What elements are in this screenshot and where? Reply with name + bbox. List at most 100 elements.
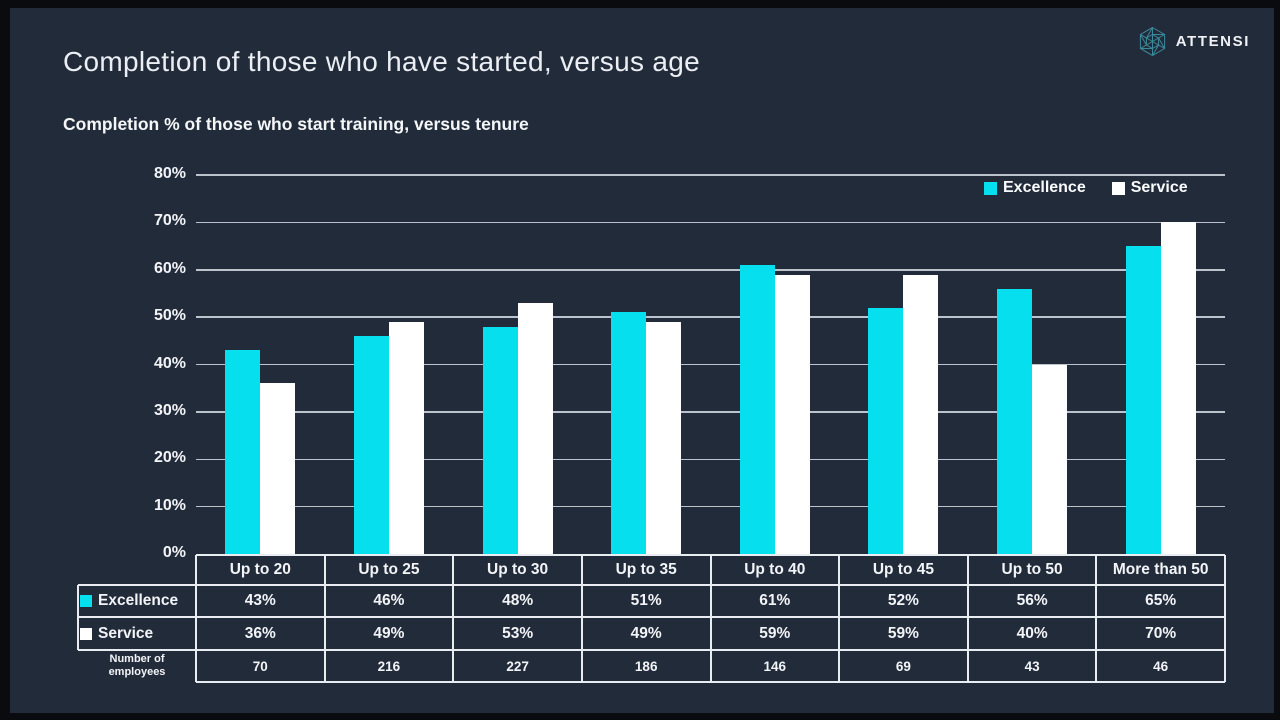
attensi-logo-text: ATTENSI: [1175, 33, 1250, 50]
y-axis-tick-label: 70%: [153, 212, 186, 230]
table-column-border: [1224, 555, 1226, 682]
table-column-header: Up to 45: [872, 561, 934, 578]
excellence-row-label-text: Excellence: [98, 592, 179, 609]
service-legend-label: Service: [1130, 179, 1188, 196]
service-value-cell: 36%: [244, 624, 276, 642]
employees-value-cell: 46: [1153, 658, 1169, 674]
excellence-value-cell: 48%: [502, 592, 534, 609]
y-axis-tick-label: 0%: [162, 544, 186, 561]
service-value-cell: 49%: [630, 624, 662, 642]
service-value-cell: 53%: [502, 624, 534, 642]
y-axis-tick-label: 10%: [153, 496, 186, 514]
y-axis-tick-label: 50%: [153, 307, 186, 325]
chart-legend: Excellence Service: [984, 179, 1188, 197]
page-title: Completion of those who have started, ve…: [63, 46, 700, 77]
service-row-label-text: Service: [98, 624, 154, 642]
chart-title: Completion % of those who start training…: [63, 114, 529, 134]
table-column-border: [195, 555, 197, 682]
excellence-bar-4: [611, 312, 647, 554]
employees-value-cell: 70: [252, 658, 268, 674]
table-row-border: [78, 649, 1225, 651]
excellence-value-cell: 56%: [1016, 592, 1048, 609]
excellence-value-cell: 43%: [244, 592, 276, 609]
slide: Completion of those who have started, ve…: [10, 8, 1274, 713]
table-column-border: [966, 555, 969, 682]
gridline-20: [196, 458, 1225, 460]
excellence-bar-6: [868, 307, 904, 554]
gridline-80: [196, 174, 1225, 176]
gridline-70: [196, 221, 1225, 224]
table-column-border: [1095, 555, 1098, 682]
table-row-border: [78, 616, 1225, 618]
table-column-header: More than 50: [1112, 561, 1209, 578]
attensi-logo: ATTENSI: [1137, 25, 1250, 58]
excellence-row-label: Excellence: [80, 585, 192, 617]
excellence-legend-label: Excellence: [1003, 179, 1086, 196]
table-column-header: Up to 50: [1001, 561, 1063, 578]
gridline-60: [196, 269, 1225, 271]
excellence-bar-1: [225, 350, 261, 554]
excellence-bar-8: [1125, 246, 1161, 554]
table-column-border: [323, 555, 326, 682]
table-column-header: Up to 20: [229, 561, 291, 578]
excellence-row-swatch: [80, 595, 92, 607]
service-row-label: Service: [80, 617, 192, 650]
service-bar-6: [903, 274, 939, 554]
service-value-cell: 49%: [373, 624, 405, 642]
y-axis-tick-label: 40%: [153, 354, 186, 372]
excellence-bar-7: [997, 288, 1033, 554]
employees-row-label: Number of employees: [78, 650, 196, 682]
gridline-30: [196, 411, 1225, 413]
service-value-cell: 40%: [1016, 624, 1048, 642]
service-value-cell: 70%: [1145, 624, 1177, 642]
service-bar-3: [517, 302, 553, 554]
excellence-bar-3: [482, 326, 518, 554]
employees-row-label-text: Number of employees: [108, 652, 166, 678]
service-value-cell: 59%: [759, 624, 791, 642]
table-row-border: [78, 584, 1225, 586]
gridline-10: [196, 505, 1225, 508]
service-value-cell: 59%: [887, 624, 919, 642]
service-row-swatch: [80, 627, 92, 640]
table-label-left-border: [77, 585, 79, 650]
table-column-header: Up to 25: [358, 561, 420, 578]
employees-value-cell: 146: [763, 658, 787, 674]
legend-item-excellence: Excellence: [984, 179, 1086, 197]
table-column-border: [838, 555, 841, 682]
table-column-border: [452, 555, 455, 682]
table-column-header: Up to 35: [615, 561, 677, 578]
service-bar-5: [774, 274, 810, 554]
excellence-value-cell: 52%: [887, 592, 919, 609]
gridline-40: [196, 363, 1225, 366]
y-axis-tick-label: 80%: [153, 165, 186, 182]
employees-value-cell: 216: [377, 658, 401, 674]
x-axis-line: [196, 554, 1225, 556]
employees-value-cell: 43: [1024, 658, 1040, 674]
employees-value-cell: 186: [634, 658, 658, 674]
service-bar-1: [260, 383, 296, 554]
legend-item-service: Service: [1111, 179, 1188, 197]
table-column-border: [709, 555, 712, 682]
excellence-legend-swatch: [984, 181, 997, 195]
excellence-bar-2: [353, 336, 389, 554]
y-axis-tick-label: 20%: [153, 449, 186, 467]
excellence-value-cell: 61%: [759, 592, 791, 609]
table-column-border: [580, 555, 583, 682]
employees-value-cell: 227: [506, 658, 529, 674]
service-bar-4: [646, 321, 682, 554]
service-bar-8: [1160, 222, 1196, 554]
service-legend-swatch: [1111, 181, 1125, 195]
y-axis-tick-label: 30%: [153, 401, 186, 419]
table-row-border: [196, 681, 1225, 683]
excellence-value-cell: 65%: [1145, 592, 1177, 609]
excellence-bar-5: [739, 265, 775, 554]
y-axis-tick-label: 60%: [153, 259, 186, 277]
employees-value-cell: 69: [895, 658, 911, 674]
table-column-header: Up to 30: [487, 561, 549, 578]
gridline-50: [196, 316, 1225, 318]
excellence-value-cell: 51%: [630, 592, 662, 609]
service-bar-7: [1032, 364, 1068, 554]
attensi-hexagon-icon: [1139, 26, 1165, 57]
excellence-value-cell: 46%: [373, 592, 405, 609]
